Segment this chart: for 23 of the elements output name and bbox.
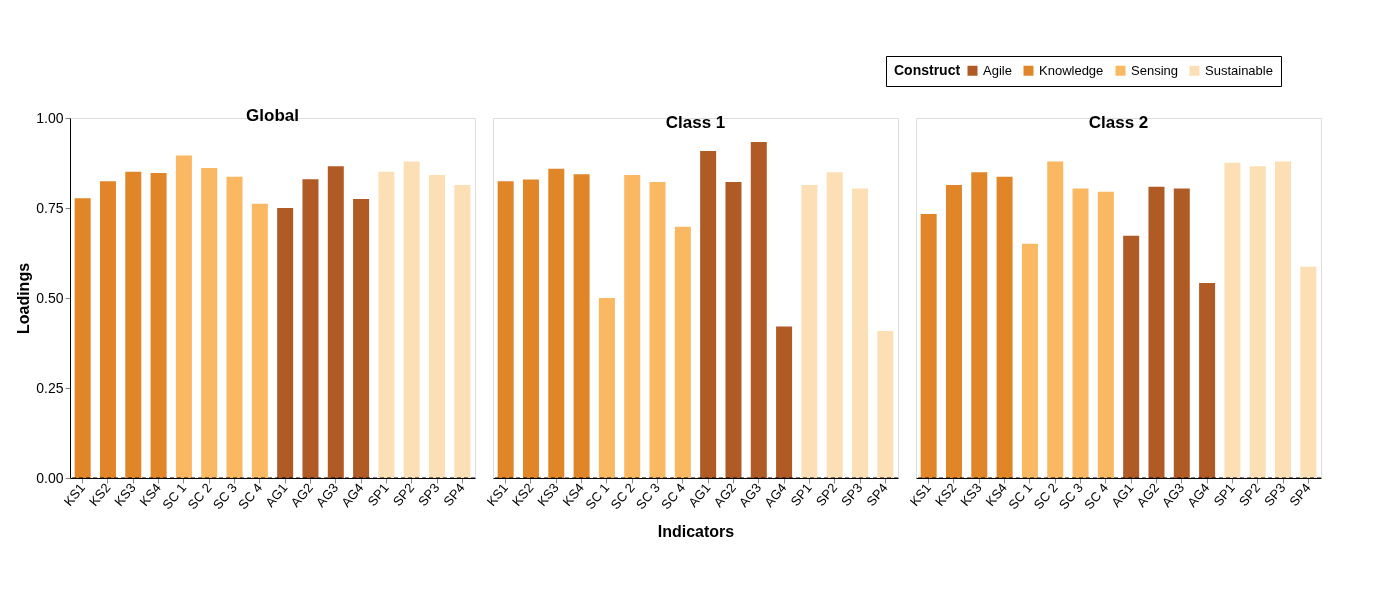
x-tick-label: KS1 bbox=[483, 480, 512, 509]
y-tick-label: 0.50 bbox=[36, 289, 64, 306]
chart-title: Global bbox=[246, 106, 299, 125]
x-tick-label: SP1 bbox=[1210, 480, 1238, 509]
x-tick-label: SP3 bbox=[415, 480, 443, 509]
y-tick-label: 0.25 bbox=[36, 379, 64, 396]
legend-label: Knowledge bbox=[1039, 62, 1104, 78]
x-tick-label: SP3 bbox=[1261, 480, 1289, 509]
y-axis-title: Loadings bbox=[15, 262, 33, 335]
x-tick-label: SP1 bbox=[787, 480, 815, 509]
legend-label: Sustainable bbox=[1205, 62, 1273, 78]
x-axis-title: Indicators bbox=[657, 523, 735, 541]
legend-label: Agile bbox=[983, 62, 1012, 78]
x-tick-label: SP1 bbox=[364, 480, 392, 509]
x-tick-label: SP3 bbox=[838, 480, 866, 509]
legend-label: Sensing bbox=[1131, 62, 1178, 78]
chart-title: Class 2 bbox=[1088, 113, 1149, 132]
y-tick-label: 0.00 bbox=[36, 469, 64, 486]
chart-title: Class 1 bbox=[665, 113, 726, 132]
y-tick-label: 0.75 bbox=[36, 199, 64, 216]
x-tick-label: KS1 bbox=[906, 480, 935, 509]
legend-title: Construct bbox=[894, 62, 961, 78]
y-tick-label: 1.00 bbox=[36, 109, 64, 126]
